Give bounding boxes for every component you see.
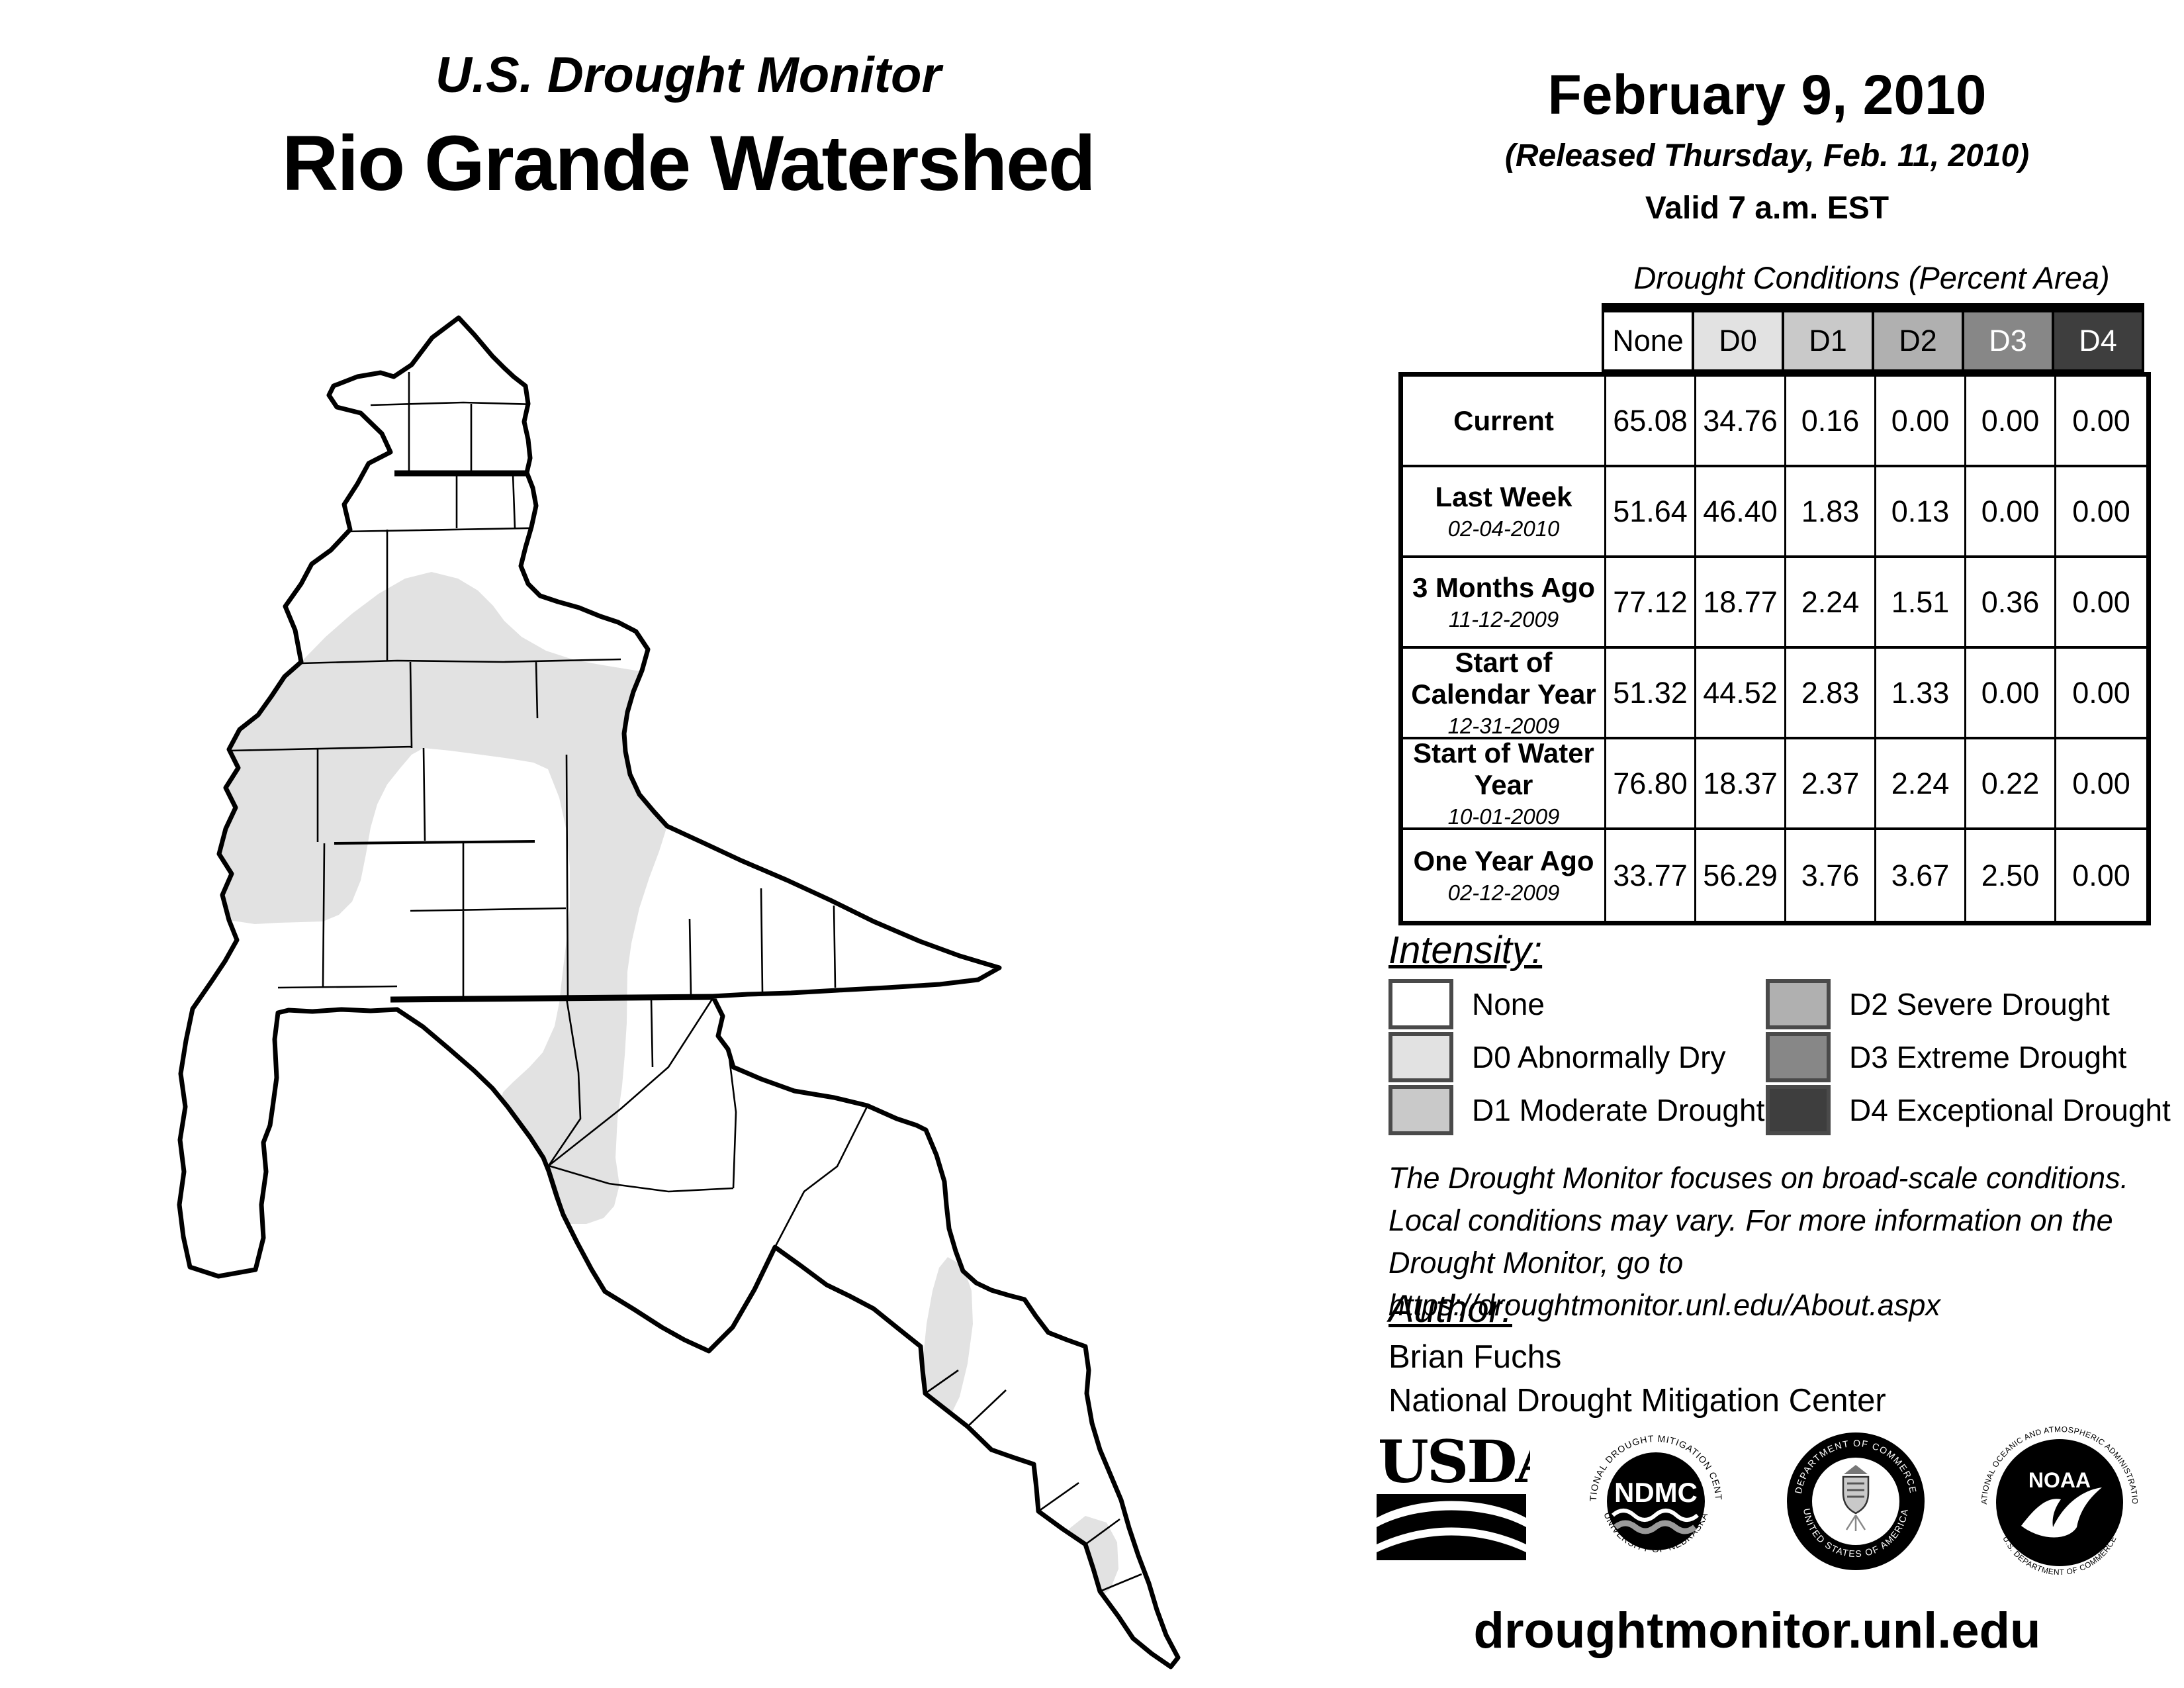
column-header-d3: D3 xyxy=(1964,312,2054,372)
column-header-d0: D0 xyxy=(1694,312,1784,372)
legend-item-d2: D2 Severe Drought xyxy=(1766,978,2184,1030)
d0-region-rio-grande-strip xyxy=(923,1257,973,1423)
table-cell: 56.29 xyxy=(1696,830,1786,921)
table-title: Drought Conditions (Percent Area) xyxy=(1633,260,2110,295)
agency-logos: USDA NATIONAL DROUGHT MITIGATION CENTER … xyxy=(1377,1422,2138,1581)
table-cell: 3.67 xyxy=(1876,830,1966,921)
doc-eagle-icon xyxy=(1843,1465,1868,1474)
swatch-d1 xyxy=(1388,1085,1453,1135)
table-cell: 44.52 xyxy=(1696,649,1786,739)
column-header-none: None xyxy=(1604,312,1694,372)
legend-item-d1: D1 Moderate Drought xyxy=(1388,1084,1766,1136)
author-title: Author: xyxy=(1388,1288,1512,1331)
drought-table-header: None D0 D1 D2 D3 D4 xyxy=(1602,303,2144,372)
rio-grande-watershed-map xyxy=(177,315,1181,1669)
watershed-title: Rio Grande Watershed xyxy=(282,120,1096,207)
table-row-label: Start of Calendar Year 12-31-2009 xyxy=(1403,647,1606,739)
table-cell: 0.00 xyxy=(1876,377,1966,467)
table-cell: 18.77 xyxy=(1696,558,1786,649)
table-cell: 77.12 xyxy=(1606,558,1696,649)
table-cell: 51.32 xyxy=(1606,649,1696,739)
table-cell: 1.51 xyxy=(1876,558,1966,649)
table-cell: 1.83 xyxy=(1786,467,1876,558)
table-row-label: 3 Months Ago 11-12-2009 xyxy=(1403,558,1606,649)
column-header-d1: D1 xyxy=(1784,312,1874,372)
table-cell: 46.40 xyxy=(1696,467,1786,558)
valid-time: Valid 7 a.m. EST xyxy=(1645,191,1889,226)
column-header-d4: D4 xyxy=(2054,312,2144,372)
table-cell: 0.16 xyxy=(1786,377,1876,467)
county-boundaries-north xyxy=(228,372,837,998)
table-cell: 0.00 xyxy=(1966,377,2056,467)
legend-item-d0: D0 Abnormally Dry xyxy=(1388,1031,1766,1083)
table-cell: 0.13 xyxy=(1876,467,1966,558)
ndmc-abbr: NDMC xyxy=(1614,1477,1698,1508)
author-org: National Drought Mitigation Center xyxy=(1388,1383,1886,1419)
map-title-block: U.S. Drought Monitor Rio Grande Watershe… xyxy=(179,46,1198,209)
legend-item-none: None xyxy=(1388,978,1766,1030)
legend-item-d3: D3 Extreme Drought xyxy=(1766,1031,2184,1083)
table-cell: 0.36 xyxy=(1966,558,2056,649)
table-cell: 0.22 xyxy=(1966,739,2056,830)
doc-shield-icon xyxy=(1842,1476,1869,1515)
legend-item-d4: D4 Exceptional Drought xyxy=(1766,1084,2184,1136)
swatch-d0 xyxy=(1388,1032,1453,1082)
table-cell: 18.37 xyxy=(1696,739,1786,830)
table-cell: 2.24 xyxy=(1876,739,1966,830)
intensity-legend: None D0 Abnormally Dry D1 Moderate Droug… xyxy=(1388,978,2184,1136)
state-line-newmexico-texas xyxy=(390,994,713,1003)
table-cell: 0.00 xyxy=(2056,377,2146,467)
table-cell: 65.08 xyxy=(1606,377,1696,467)
table-cell: 51.64 xyxy=(1606,467,1696,558)
table-cell: 76.80 xyxy=(1606,739,1696,830)
table-cell: 0.00 xyxy=(2056,830,2146,921)
table-cell: 2.37 xyxy=(1786,739,1876,830)
release-info-block: February 9, 2010 (Released Thursday, Feb… xyxy=(1423,63,2111,226)
county-boundaries-texas xyxy=(547,998,1142,1593)
table-row-label: One Year Ago 02-12-2009 xyxy=(1403,830,1606,921)
ndmc-logo: NATIONAL DROUGHT MITIGATION CENTER UNIVE… xyxy=(1582,1428,1723,1554)
release-date: February 9, 2010 xyxy=(1547,64,1987,126)
table-cell: 2.83 xyxy=(1786,649,1876,739)
intensity-title: Intensity: xyxy=(1388,929,1543,972)
table-cell: 2.24 xyxy=(1786,558,1876,649)
table-cell: 3.76 xyxy=(1786,830,1876,921)
table-cell: 0.00 xyxy=(1966,467,2056,558)
table-cell: 0.00 xyxy=(2056,467,2146,558)
county-boundary-socorro xyxy=(334,840,535,845)
noaa-logo: NATIONAL OCEANIC AND ATMOSPHERIC ADMINIS… xyxy=(1981,1427,2138,1576)
swatch-d3 xyxy=(1766,1032,1831,1082)
table-cell: 0.00 xyxy=(2056,649,2146,739)
swatch-none xyxy=(1388,979,1453,1029)
released-note: (Released Thursday, Feb. 11, 2010) xyxy=(1504,138,2030,173)
author-name: Brian Fuchs xyxy=(1388,1339,1562,1375)
table-cell: 0.00 xyxy=(1966,649,2056,739)
disclaimer-text: The Drought Monitor focuses on broad-sca… xyxy=(1388,1161,2129,1322)
table-cell: 1.33 xyxy=(1876,649,1966,739)
table-row-label: Current xyxy=(1403,377,1606,467)
d0-region-north-new-mexico xyxy=(219,572,667,1224)
table-cell: 33.77 xyxy=(1606,830,1696,921)
noaa-abbr: NOAA xyxy=(2028,1468,2091,1492)
column-header-d2: D2 xyxy=(1874,312,1964,372)
page-title: U.S. Drought Monitor xyxy=(435,47,942,103)
commerce-seal-logo: DEPARTMENT OF COMMERCE UNITED STATES OF … xyxy=(1786,1432,1925,1570)
swatch-d4 xyxy=(1766,1085,1831,1135)
table-cell: 0.00 xyxy=(2056,558,2146,649)
usda-wordmark: USDA xyxy=(1378,1430,1530,1496)
swatch-d2 xyxy=(1766,979,1831,1029)
watershed-outline xyxy=(177,315,1181,1669)
table-row-label: Last Week 02-04-2010 xyxy=(1403,467,1606,558)
table-cell: 2.50 xyxy=(1966,830,2056,921)
table-cell: 34.76 xyxy=(1696,377,1786,467)
table-cell: 0.00 xyxy=(2056,739,2146,830)
drought-table-body: Current 65.08 34.76 0.16 0.00 0.00 0.00 … xyxy=(1398,372,2151,925)
noaa-bird-icon xyxy=(2021,1487,2102,1538)
site-url: droughtmonitor.unl.edu xyxy=(1473,1603,2041,1659)
table-row-label: Start of Water Year 10-01-2009 xyxy=(1403,737,1606,830)
usda-logo: USDA xyxy=(1377,1430,1530,1560)
